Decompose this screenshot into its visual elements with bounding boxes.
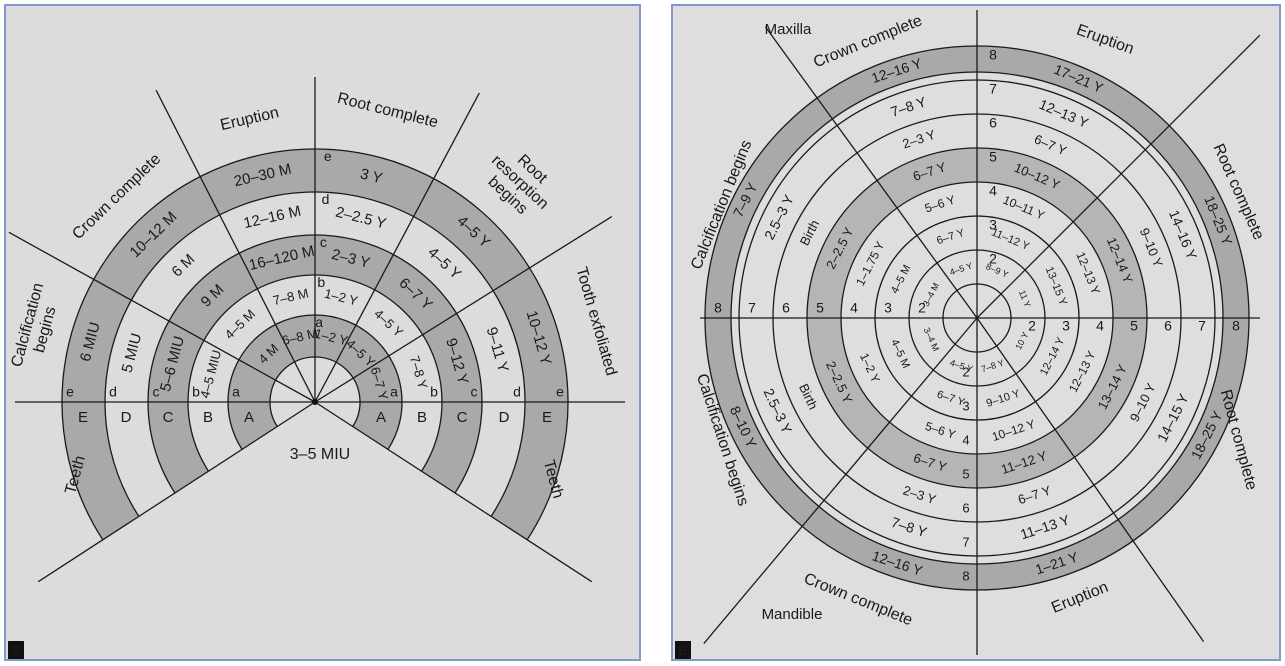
ring-number: 6 [782, 300, 790, 316]
boundary-letter: b [317, 274, 325, 290]
panel-label-box [675, 641, 691, 659]
radial-line [976, 34, 1261, 319]
ring-value: 3 Y [358, 165, 384, 187]
radial-line [764, 26, 978, 319]
ring-number: 7 [989, 81, 997, 97]
shaded-ring [148, 234, 483, 493]
ring-number: 3 [1062, 318, 1070, 334]
ring-number: 2 [962, 364, 969, 379]
radial-line [314, 92, 480, 403]
boundary-letter: d [322, 191, 330, 207]
boundary-letter: d [513, 384, 521, 400]
ring-number: 7 [962, 534, 969, 549]
ring-letter: B [417, 409, 427, 426]
boundary-letter: a [232, 384, 240, 400]
boundary-letter: b [192, 384, 200, 400]
radial-line [703, 317, 978, 644]
shaded-ring [62, 149, 569, 540]
ring-number: 4 [989, 183, 997, 199]
ring-letter: D [499, 409, 510, 426]
ring-letter: D [121, 409, 132, 426]
ring-number: 3 [962, 398, 969, 413]
ring-number: 4 [850, 300, 858, 316]
ring-letter: C [457, 409, 468, 426]
ring-letter: E [78, 409, 88, 426]
boundary-letter: e [324, 148, 332, 164]
ring-letter: A [244, 409, 254, 426]
boundary-letter: e [556, 384, 564, 400]
ring-number: 6 [1164, 318, 1172, 334]
ring-number: 6 [962, 500, 969, 515]
ring-number: 5 [989, 149, 997, 165]
panel-b [671, 4, 1281, 661]
ring-number: 6 [989, 115, 997, 131]
ring-number: 8 [1232, 318, 1240, 334]
radial-line [8, 231, 316, 403]
ring-number: 2 [989, 251, 997, 267]
radial-line [314, 401, 593, 583]
ring-letter: B [203, 409, 213, 426]
ring-number: 8 [962, 568, 969, 583]
boundary-letter: a [390, 384, 398, 400]
boundary-letter: c [153, 384, 160, 400]
ring-number: 7 [1198, 318, 1206, 334]
ring-letter: E [542, 409, 552, 426]
jaw-label: Mandible [762, 606, 823, 623]
ring-number: 2 [918, 300, 926, 316]
boundary-letter: a [315, 314, 323, 330]
center-label: 3–5 MIU [290, 446, 350, 463]
jaw-label: Maxilla [765, 21, 812, 38]
boundary-letter: c [471, 384, 478, 400]
ring-number: 4 [962, 432, 969, 447]
boundary-letter: b [430, 384, 438, 400]
ring-number: 5 [1130, 318, 1138, 334]
radial-line [155, 89, 316, 403]
boundary-letter: c [320, 234, 327, 250]
boundary-letter: d [109, 384, 117, 400]
ring-number: 8 [714, 300, 722, 316]
ring-number: 3 [989, 217, 997, 233]
ring-letter: C [163, 409, 174, 426]
center-dot [312, 399, 318, 405]
ring-number: 7 [748, 300, 756, 316]
panel-label: B [678, 642, 687, 657]
radial-line [37, 401, 316, 583]
ring-number: 8 [989, 47, 997, 63]
ring-letter: A [376, 409, 386, 426]
ring-number: 3 [884, 300, 892, 316]
panel-label-box [8, 641, 24, 659]
ring-number: 2 [1028, 318, 1036, 334]
boundary-letter: e [66, 384, 74, 400]
ring-number: 5 [962, 466, 969, 481]
ring-number: 4 [1096, 318, 1104, 334]
panel-a-diagram: 6 MIU 5 MIU 5–6 MIU 4–5 MIUCalcificationbeg… [8, 77, 625, 659]
radial-line [976, 317, 1205, 642]
radial-line [314, 215, 613, 403]
ring-number: 5 [816, 300, 824, 316]
panel-label: A [11, 642, 21, 657]
